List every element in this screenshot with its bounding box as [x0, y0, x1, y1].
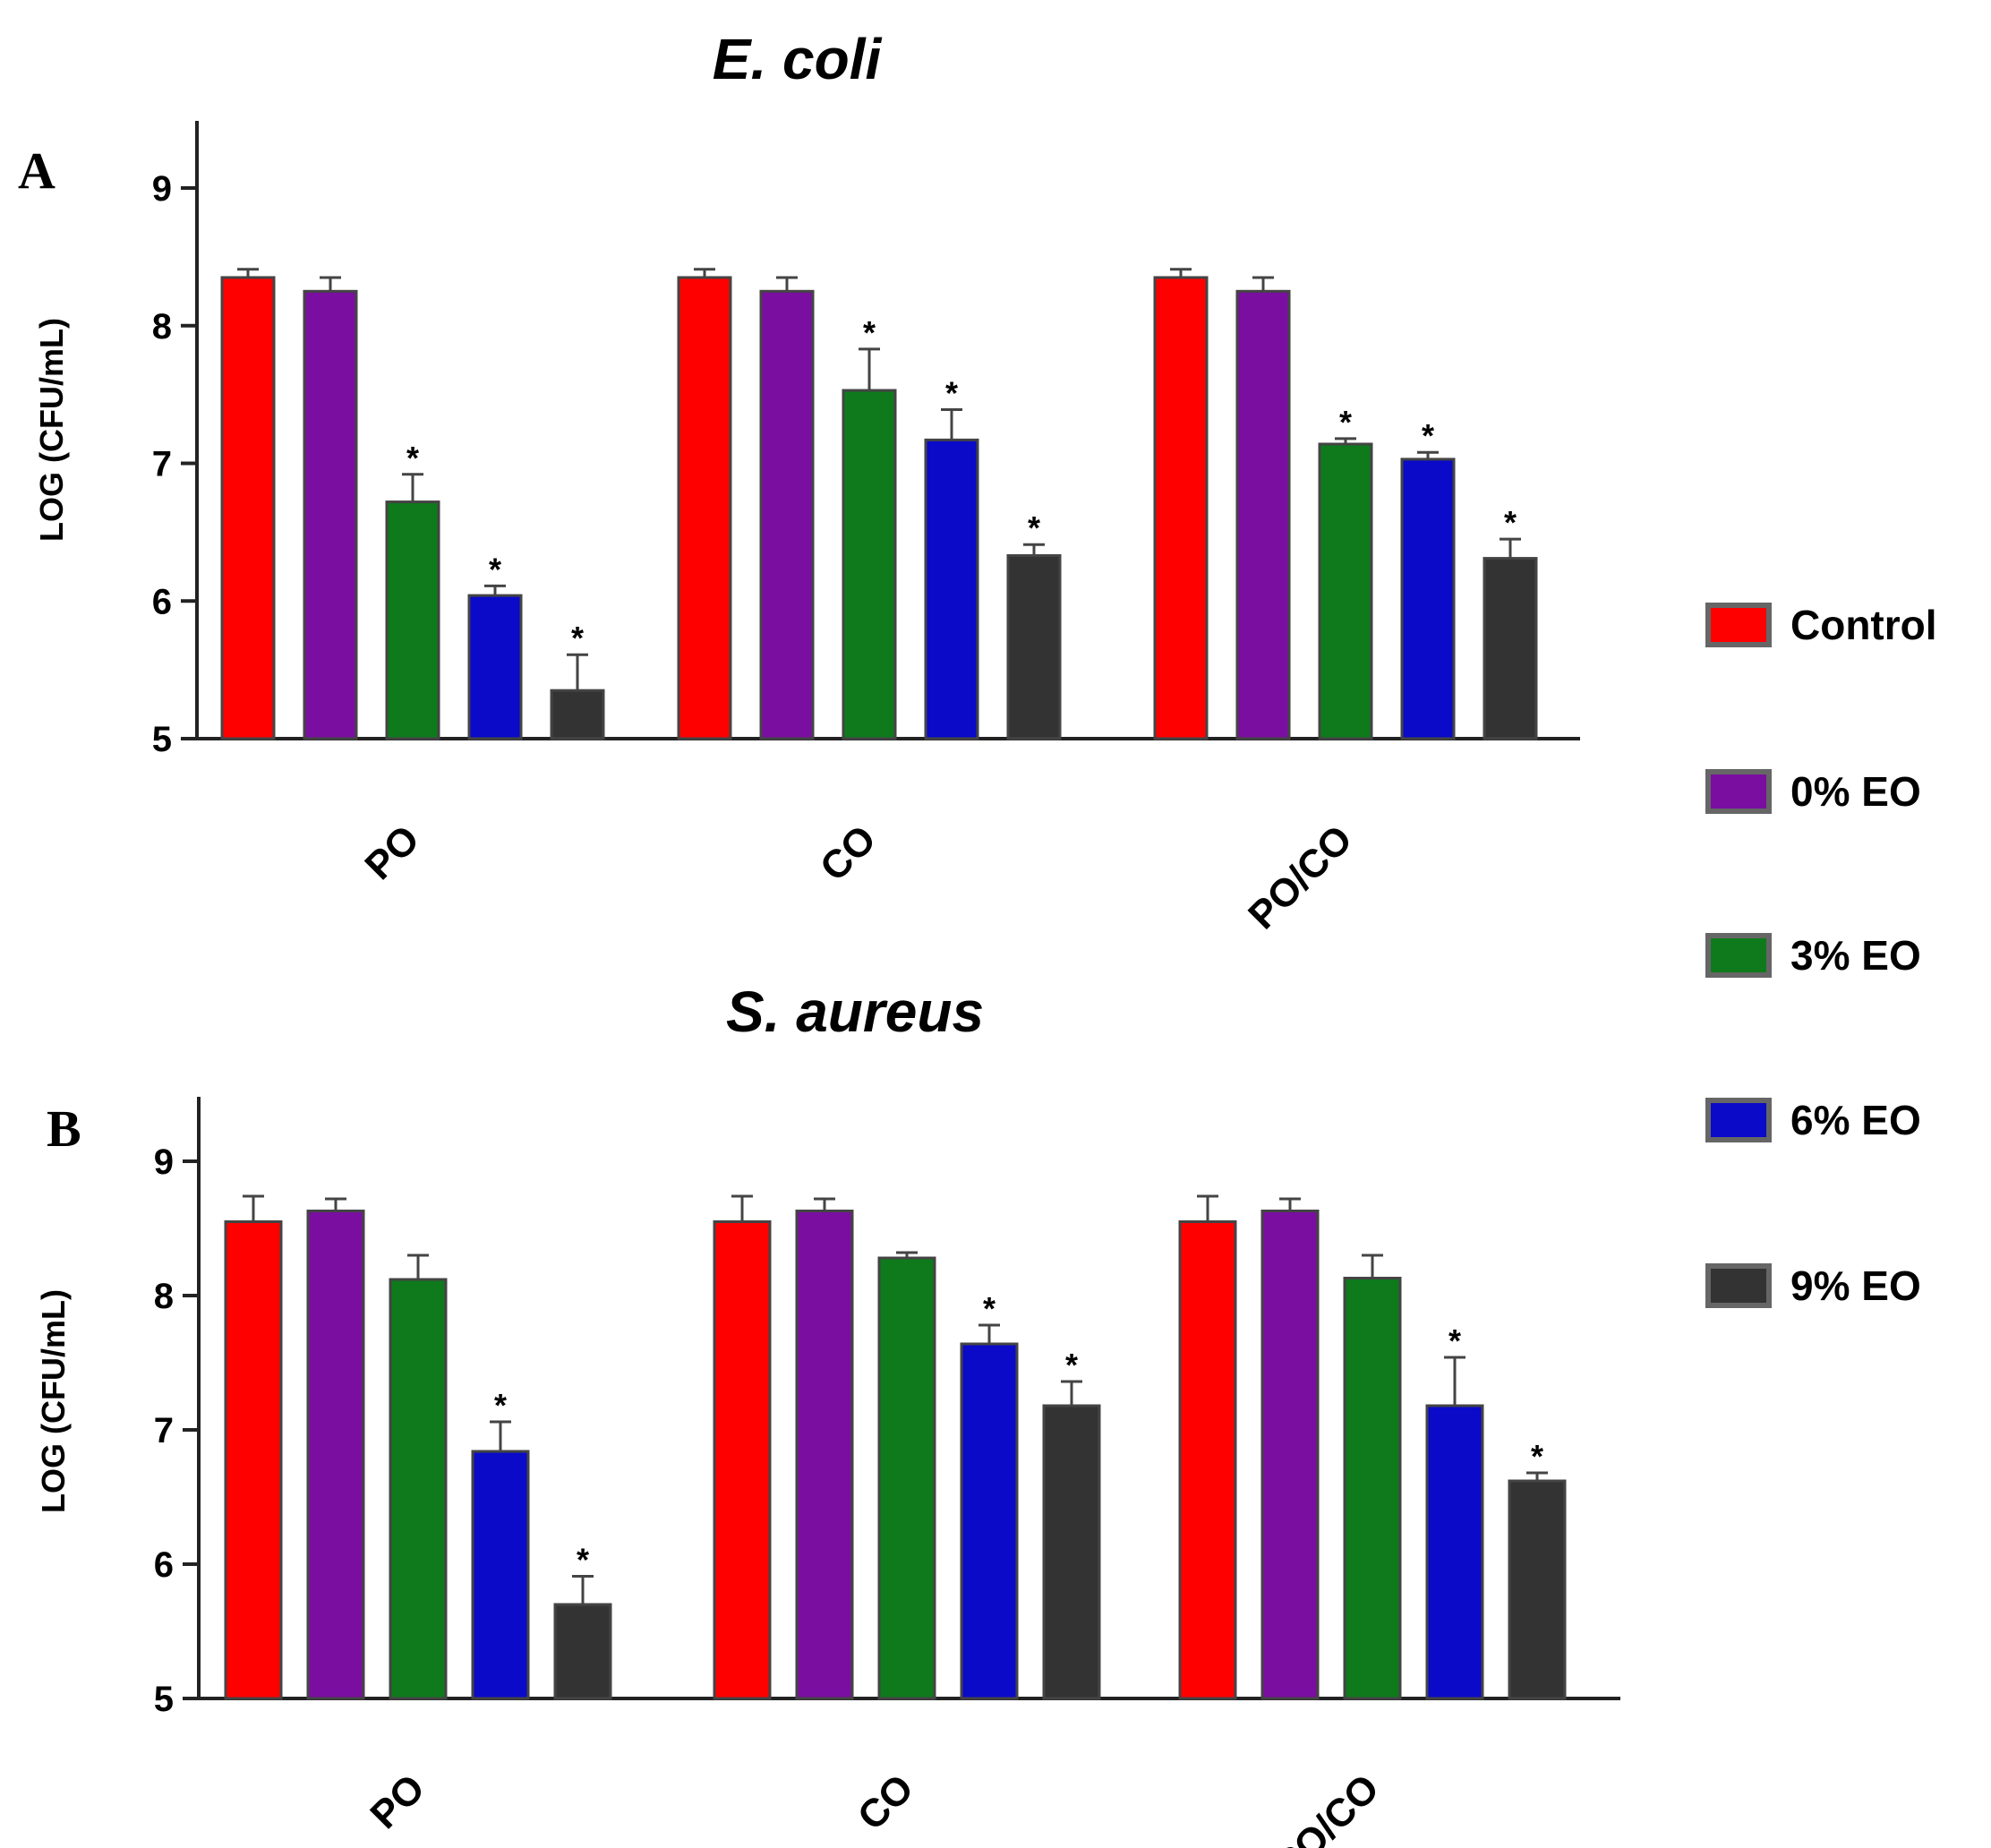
y-tick-label: 9 — [154, 1142, 174, 1182]
y-tick-label: 7 — [152, 445, 172, 484]
y-tick-label: 8 — [152, 307, 172, 346]
y-tick-label: 9 — [152, 169, 172, 209]
bar — [471, 1450, 530, 1700]
legend-label: 6% EO — [1790, 1097, 1921, 1143]
bar — [1425, 1404, 1484, 1700]
bar — [303, 289, 358, 740]
bar — [389, 1278, 448, 1700]
y-tick-label: 6 — [152, 582, 172, 621]
bar — [467, 594, 523, 740]
bar — [713, 1220, 772, 1700]
legend-label: 0% EO — [1790, 768, 1921, 815]
bar — [677, 276, 732, 740]
y-tick-label: 5 — [154, 1680, 174, 1719]
bar — [1508, 1479, 1567, 1700]
legend-swatch — [1705, 1098, 1772, 1142]
y-tick-label: 5 — [152, 720, 172, 759]
y-tick-label: 8 — [154, 1277, 174, 1316]
panel-b-title: S. aureus — [726, 980, 984, 1044]
legend: Control 0% EO 3% EO 6% EO 9% EO — [1705, 602, 1937, 1309]
y-tick-label: 7 — [154, 1411, 174, 1450]
bar — [842, 389, 897, 740]
significance-marker: * — [489, 551, 501, 587]
legend-swatch — [1705, 933, 1772, 978]
significance-marker: * — [406, 440, 419, 476]
legend-label: 3% EO — [1790, 932, 1921, 979]
bar — [1006, 554, 1062, 740]
legend-label: 9% EO — [1790, 1262, 1921, 1309]
significance-marker: * — [494, 1387, 507, 1424]
significance-marker: * — [571, 620, 584, 656]
significance-marker: * — [945, 375, 958, 412]
panel-a-letter: A — [18, 141, 56, 200]
bar — [759, 289, 815, 740]
significance-marker: * — [577, 1542, 589, 1578]
bar — [1260, 1210, 1320, 1700]
bar — [1483, 557, 1538, 740]
significance-marker: * — [1028, 509, 1040, 546]
bar — [1235, 289, 1291, 740]
bar — [1400, 458, 1456, 740]
bar — [1343, 1277, 1402, 1700]
y-axis-label: LOG (CFU/mL) — [35, 1289, 72, 1513]
significance-marker: * — [983, 1290, 996, 1327]
legend-label: Control — [1790, 602, 1937, 648]
y-axis-label: LOG (CFU/mL) — [33, 318, 70, 542]
bar — [1042, 1404, 1101, 1700]
bar — [385, 500, 440, 740]
legend-swatch — [1705, 1263, 1772, 1308]
significance-marker: * — [1422, 417, 1434, 454]
bar — [924, 438, 979, 740]
panel-a-title: E. coli — [713, 27, 883, 91]
bar — [877, 1256, 936, 1700]
significance-marker: * — [1448, 1322, 1461, 1359]
significance-marker: * — [1065, 1347, 1078, 1383]
bar — [550, 689, 605, 740]
significance-marker: * — [1339, 404, 1352, 441]
y-tick-label: 6 — [154, 1545, 174, 1585]
significance-marker: * — [1531, 1438, 1543, 1475]
bar — [960, 1342, 1019, 1700]
bar — [795, 1210, 854, 1700]
bar — [224, 1220, 283, 1700]
bar — [553, 1603, 612, 1700]
legend-swatch — [1705, 603, 1772, 647]
significance-marker: * — [1504, 504, 1517, 541]
bar — [306, 1210, 365, 1700]
bar — [1318, 442, 1373, 740]
bar — [220, 276, 276, 740]
bar — [1153, 276, 1209, 740]
legend-swatch — [1705, 769, 1772, 814]
panel-b-letter: B — [47, 1099, 81, 1158]
bar — [1178, 1220, 1237, 1700]
significance-marker: * — [863, 314, 876, 351]
